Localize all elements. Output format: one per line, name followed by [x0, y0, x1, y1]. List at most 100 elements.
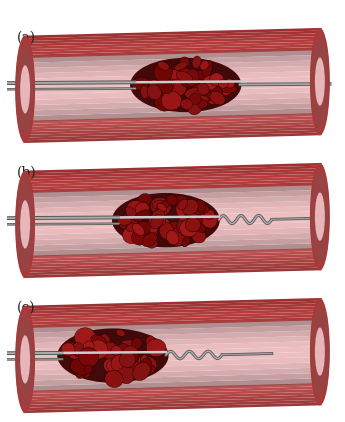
- Polygon shape: [23, 163, 322, 173]
- Ellipse shape: [104, 358, 120, 373]
- Ellipse shape: [125, 352, 139, 365]
- Ellipse shape: [108, 356, 119, 369]
- Polygon shape: [23, 268, 322, 278]
- Ellipse shape: [182, 199, 198, 215]
- Ellipse shape: [122, 227, 141, 243]
- Ellipse shape: [111, 374, 122, 384]
- Ellipse shape: [310, 300, 329, 403]
- Ellipse shape: [132, 223, 145, 235]
- Ellipse shape: [146, 336, 155, 347]
- Polygon shape: [23, 71, 322, 84]
- Polygon shape: [23, 260, 322, 270]
- Ellipse shape: [182, 78, 197, 88]
- Ellipse shape: [200, 95, 209, 101]
- Polygon shape: [23, 325, 322, 338]
- Ellipse shape: [78, 347, 99, 367]
- Ellipse shape: [201, 90, 218, 104]
- Ellipse shape: [196, 200, 206, 213]
- Ellipse shape: [149, 80, 166, 92]
- Polygon shape: [23, 222, 322, 235]
- Ellipse shape: [139, 358, 152, 377]
- Polygon shape: [23, 114, 322, 124]
- Polygon shape: [23, 174, 322, 184]
- Ellipse shape: [152, 210, 165, 219]
- Polygon shape: [23, 251, 322, 262]
- Ellipse shape: [123, 346, 138, 361]
- Ellipse shape: [169, 221, 180, 231]
- Ellipse shape: [76, 362, 90, 379]
- Polygon shape: [23, 116, 322, 127]
- Ellipse shape: [164, 68, 172, 78]
- Ellipse shape: [154, 92, 174, 111]
- Ellipse shape: [187, 90, 198, 103]
- Ellipse shape: [91, 342, 97, 352]
- Polygon shape: [23, 249, 322, 259]
- Polygon shape: [23, 362, 322, 376]
- Ellipse shape: [135, 202, 149, 215]
- Ellipse shape: [210, 91, 225, 105]
- Ellipse shape: [189, 213, 198, 224]
- Polygon shape: [23, 127, 322, 138]
- Polygon shape: [23, 386, 322, 397]
- Ellipse shape: [192, 56, 201, 68]
- Ellipse shape: [116, 361, 130, 375]
- Ellipse shape: [114, 356, 128, 372]
- Ellipse shape: [218, 81, 233, 95]
- Polygon shape: [23, 87, 322, 100]
- Ellipse shape: [91, 335, 107, 346]
- Polygon shape: [23, 389, 322, 400]
- Ellipse shape: [184, 102, 197, 111]
- Ellipse shape: [139, 357, 157, 375]
- Ellipse shape: [121, 340, 140, 350]
- Ellipse shape: [138, 194, 152, 206]
- Ellipse shape: [198, 224, 205, 233]
- Polygon shape: [23, 171, 322, 181]
- Polygon shape: [23, 182, 322, 192]
- Ellipse shape: [17, 47, 33, 132]
- Ellipse shape: [181, 99, 193, 109]
- Ellipse shape: [175, 62, 187, 70]
- Ellipse shape: [166, 230, 179, 245]
- Polygon shape: [23, 133, 322, 143]
- Ellipse shape: [148, 216, 157, 225]
- Ellipse shape: [17, 45, 33, 134]
- Polygon shape: [23, 33, 322, 44]
- Ellipse shape: [157, 200, 170, 211]
- Ellipse shape: [203, 82, 215, 96]
- Ellipse shape: [84, 335, 92, 345]
- Polygon shape: [23, 44, 322, 55]
- Polygon shape: [23, 168, 322, 179]
- Ellipse shape: [155, 77, 172, 93]
- Ellipse shape: [212, 78, 226, 95]
- Polygon shape: [23, 124, 322, 135]
- Polygon shape: [23, 306, 322, 316]
- Ellipse shape: [17, 315, 33, 404]
- Ellipse shape: [17, 180, 33, 269]
- Polygon shape: [23, 301, 322, 311]
- Ellipse shape: [187, 200, 196, 209]
- Ellipse shape: [17, 317, 33, 402]
- Ellipse shape: [191, 229, 206, 243]
- Polygon shape: [23, 233, 322, 246]
- Ellipse shape: [128, 363, 142, 374]
- Ellipse shape: [225, 79, 235, 88]
- Ellipse shape: [176, 71, 193, 83]
- Ellipse shape: [203, 76, 217, 90]
- Polygon shape: [23, 330, 322, 344]
- Ellipse shape: [167, 195, 177, 206]
- Ellipse shape: [184, 69, 199, 86]
- Ellipse shape: [127, 223, 136, 232]
- Ellipse shape: [185, 217, 201, 232]
- Ellipse shape: [197, 83, 209, 95]
- Polygon shape: [23, 373, 322, 386]
- Ellipse shape: [159, 222, 174, 239]
- Ellipse shape: [195, 98, 207, 108]
- Polygon shape: [23, 403, 322, 413]
- Ellipse shape: [20, 65, 30, 114]
- Ellipse shape: [119, 352, 136, 368]
- Ellipse shape: [311, 35, 328, 129]
- Ellipse shape: [57, 328, 168, 383]
- Ellipse shape: [15, 170, 35, 278]
- Ellipse shape: [152, 200, 167, 209]
- Ellipse shape: [204, 210, 215, 219]
